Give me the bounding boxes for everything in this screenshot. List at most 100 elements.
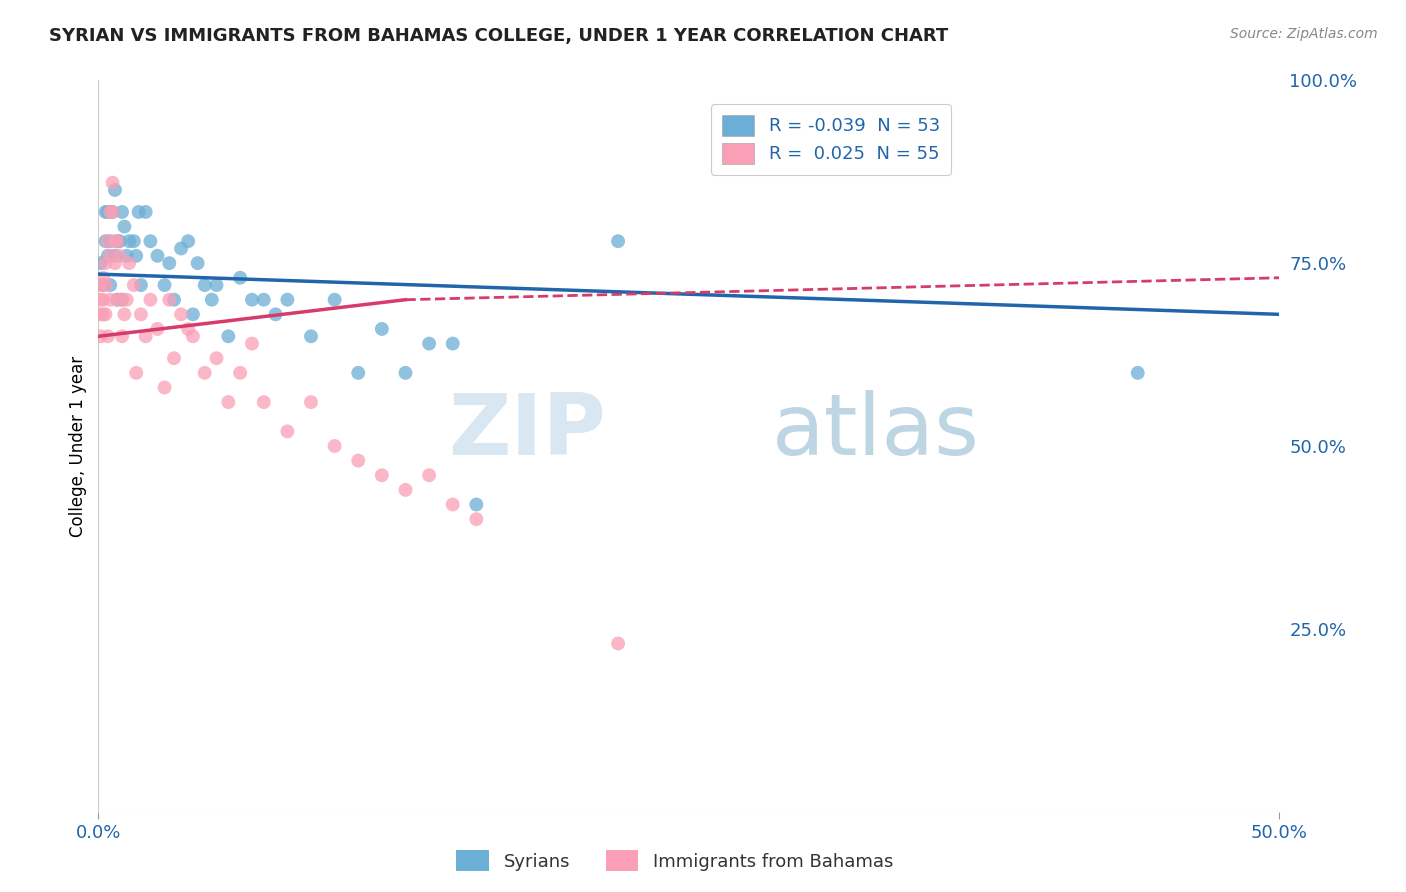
Text: Source: ZipAtlas.com: Source: ZipAtlas.com bbox=[1230, 27, 1378, 41]
Point bbox=[264, 307, 287, 321]
Point bbox=[122, 234, 145, 248]
Point bbox=[111, 293, 134, 307]
Point bbox=[98, 293, 121, 307]
Point bbox=[104, 234, 127, 248]
Legend: R = -0.039  N = 53, R =  0.025  N = 55: R = -0.039 N = 53, R = 0.025 N = 55 bbox=[711, 104, 950, 175]
Point bbox=[441, 336, 464, 351]
Point bbox=[299, 395, 322, 409]
Point bbox=[97, 234, 120, 248]
Point bbox=[111, 329, 134, 343]
Point bbox=[253, 293, 276, 307]
Point bbox=[194, 366, 217, 380]
Point bbox=[157, 293, 180, 307]
Point bbox=[135, 329, 157, 343]
Point bbox=[465, 512, 488, 526]
Point bbox=[94, 234, 117, 248]
Point bbox=[105, 293, 128, 307]
Point bbox=[146, 322, 169, 336]
Text: atlas: atlas bbox=[772, 390, 980, 473]
Legend: Syrians, Immigrants from Bahamas: Syrians, Immigrants from Bahamas bbox=[450, 843, 900, 879]
Point bbox=[194, 278, 217, 293]
Point bbox=[181, 307, 204, 321]
Point bbox=[111, 293, 134, 307]
Point bbox=[253, 395, 276, 409]
Point bbox=[125, 366, 148, 380]
Point bbox=[240, 336, 263, 351]
Point bbox=[115, 249, 138, 263]
Point bbox=[153, 380, 176, 394]
Point bbox=[101, 205, 124, 219]
Point bbox=[98, 278, 121, 293]
Point bbox=[122, 278, 145, 293]
Point bbox=[94, 256, 117, 270]
Point bbox=[607, 636, 630, 650]
Point bbox=[94, 307, 117, 321]
Point bbox=[129, 307, 152, 321]
Point bbox=[111, 205, 134, 219]
Point bbox=[217, 329, 239, 343]
Point bbox=[98, 249, 121, 263]
Point bbox=[607, 234, 630, 248]
Point bbox=[844, 110, 866, 124]
Point bbox=[105, 234, 128, 248]
Point bbox=[276, 293, 298, 307]
Point bbox=[91, 278, 114, 293]
Point bbox=[465, 498, 488, 512]
Point bbox=[187, 256, 209, 270]
Point bbox=[299, 329, 322, 343]
Text: SYRIAN VS IMMIGRANTS FROM BAHAMAS COLLEGE, UNDER 1 YEAR CORRELATION CHART: SYRIAN VS IMMIGRANTS FROM BAHAMAS COLLEG… bbox=[49, 27, 949, 45]
Point bbox=[163, 293, 186, 307]
Point bbox=[105, 293, 128, 307]
Point bbox=[104, 183, 127, 197]
Point bbox=[118, 256, 141, 270]
Point bbox=[205, 278, 228, 293]
Point bbox=[201, 293, 224, 307]
Point bbox=[104, 256, 127, 270]
Point bbox=[205, 351, 228, 366]
Point bbox=[91, 307, 114, 321]
Point bbox=[418, 336, 440, 351]
Text: ZIP: ZIP bbox=[449, 390, 606, 473]
Point bbox=[1126, 366, 1149, 380]
Point bbox=[371, 322, 394, 336]
Point bbox=[441, 498, 464, 512]
Point bbox=[97, 249, 120, 263]
Point bbox=[112, 307, 135, 321]
Point bbox=[118, 234, 141, 248]
Point bbox=[108, 234, 131, 248]
Point bbox=[217, 395, 239, 409]
Point bbox=[98, 205, 121, 219]
Point bbox=[105, 234, 128, 248]
Point bbox=[181, 329, 204, 343]
Point bbox=[323, 439, 346, 453]
Point bbox=[97, 205, 120, 219]
Point bbox=[347, 453, 370, 467]
Point bbox=[229, 270, 252, 285]
Point bbox=[240, 293, 263, 307]
Point bbox=[276, 425, 298, 439]
Point bbox=[90, 293, 112, 307]
Point bbox=[229, 366, 252, 380]
Point bbox=[394, 483, 416, 497]
Point bbox=[97, 329, 120, 343]
Point bbox=[157, 256, 180, 270]
Point bbox=[90, 278, 112, 293]
Point bbox=[163, 351, 186, 366]
Point bbox=[91, 270, 114, 285]
Point bbox=[108, 249, 131, 263]
Point bbox=[371, 468, 394, 483]
Point bbox=[90, 329, 112, 343]
Point bbox=[98, 234, 121, 248]
Point bbox=[177, 234, 200, 248]
Point bbox=[170, 242, 193, 256]
Point bbox=[101, 205, 124, 219]
Point bbox=[153, 278, 176, 293]
Point bbox=[139, 293, 162, 307]
Y-axis label: College, Under 1 year: College, Under 1 year bbox=[69, 355, 87, 537]
Point bbox=[177, 322, 200, 336]
Point bbox=[347, 366, 370, 380]
Point bbox=[91, 293, 114, 307]
Point bbox=[125, 249, 148, 263]
Point bbox=[146, 249, 169, 263]
Point bbox=[170, 307, 193, 321]
